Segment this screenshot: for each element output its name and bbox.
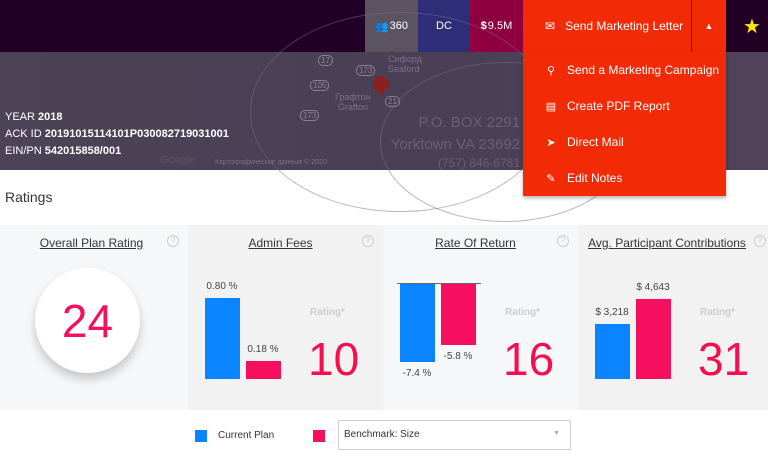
rating-value: 10: [308, 333, 360, 385]
benchmark-bar: [246, 360, 281, 379]
current-value-label: 0.80 %: [206, 281, 238, 293]
address: P.O. BOX 2291 Yorktown VA 23692 (757) 846…: [390, 114, 520, 170]
legend-benchmark-swatch: [313, 430, 325, 442]
rating-label: Rating*: [700, 307, 735, 318]
baseline: [397, 283, 481, 284]
edit-icon: ✎: [546, 172, 556, 185]
caret-up-icon: ▲: [704, 21, 714, 31]
help-icon[interactable]: ?: [362, 235, 374, 247]
current-value-label: $ 3,218: [595, 306, 629, 318]
campaign-icon: ⚲: [546, 64, 556, 77]
rating-value: 16: [503, 333, 555, 385]
menu-item-edit-notes[interactable]: ✎ Edit Notes: [546, 171, 623, 185]
plan-info: YEAR 2018 ACK ID 20191015114101P03008271…: [5, 111, 229, 157]
overall-rating-circle: 24: [35, 268, 140, 373]
star-icon[interactable]: ★: [743, 16, 761, 38]
rating-label: Rating*: [310, 307, 345, 318]
current-value-label: -7.4 %: [402, 368, 432, 380]
chevron-down-icon: ▼: [553, 430, 560, 437]
rating-label: Rating*: [505, 307, 540, 318]
contributions-title[interactable]: Avg. Participant Contributions: [588, 236, 746, 250]
benchmark-select[interactable]: Benchmark: Size ▼: [338, 420, 571, 450]
benchmark-value-label: -5.8 %: [443, 351, 473, 363]
benchmark-value-label: $ 4,643: [636, 282, 670, 293]
rating-value: 31: [698, 333, 750, 385]
help-icon[interactable]: ?: [754, 235, 766, 247]
benchmark-value-label: 0.18 %: [247, 343, 279, 355]
dropdown-toggle-button[interactable]: ▲: [691, 0, 726, 52]
benchmark-bar: [636, 299, 671, 379]
actions-menu: ⚲ Send a Marketing Campaign ▤ Create PDF R…: [523, 52, 726, 196]
overall-rating-title[interactable]: Overall Plan Rating: [39, 236, 144, 250]
dollar-icon: $: [480, 20, 488, 32]
menu-item-pdf-report[interactable]: ▤ Create PDF Report: [545, 99, 670, 113]
current-bar: [205, 298, 240, 379]
current-bar: [400, 283, 435, 363]
pdf-icon: ▤: [545, 100, 557, 113]
legend-current-swatch: [195, 430, 207, 442]
help-icon[interactable]: ?: [167, 235, 179, 247]
paper-plane-icon: ➤: [546, 136, 556, 149]
rate-of-return-title[interactable]: Rate Of Return: [435, 236, 516, 250]
contributions-card: Avg. Participant Contributions ?: [578, 225, 768, 410]
envelope-icon: ✉: [545, 19, 556, 33]
help-icon[interactable]: ?: [557, 235, 569, 247]
ratings-heading: Ratings: [5, 189, 53, 205]
menu-item-direct-mail[interactable]: ➤ Direct Mail: [546, 135, 624, 149]
legend-current-label: Current Plan: [218, 430, 275, 441]
current-bar: [595, 323, 630, 379]
benchmark-bar: [441, 283, 476, 346]
menu-item-marketing-campaign[interactable]: ⚲ Send a Marketing Campaign: [546, 63, 720, 77]
send-marketing-letter-button[interactable]: ✉ Send Marketing Letter: [523, 0, 691, 52]
admin-fees-title[interactable]: Admin Fees: [248, 236, 313, 250]
